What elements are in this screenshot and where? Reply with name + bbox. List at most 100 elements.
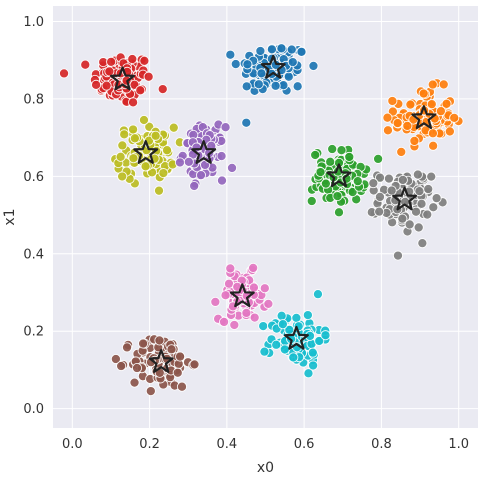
data-point: [310, 149, 321, 161]
data-point: [426, 99, 437, 110]
data-point: [58, 68, 70, 79]
data-point: [315, 167, 326, 178]
data-point: [248, 282, 259, 293]
data-point: [422, 209, 433, 220]
data-point: [303, 368, 314, 379]
data-point: [225, 263, 236, 274]
data-point: [320, 330, 331, 341]
data-point: [101, 80, 112, 91]
data-point: [119, 129, 130, 140]
data-point: [106, 56, 117, 67]
data-point: [441, 98, 452, 109]
data-point: [320, 178, 331, 189]
data-point: [336, 145, 347, 156]
data-point: [91, 79, 102, 90]
data-point: [312, 289, 324, 300]
data-point: [333, 207, 345, 218]
data-point: [413, 222, 424, 233]
data-point: [287, 57, 298, 68]
x-tick-label: 0.8: [371, 437, 392, 452]
data-point: [154, 335, 165, 346]
data-point: [383, 173, 394, 184]
data-point: [189, 359, 200, 370]
data-point: [129, 377, 140, 388]
data-point: [325, 156, 336, 167]
data-point: [139, 55, 150, 66]
cluster-1: [225, 43, 319, 128]
data-point: [296, 46, 307, 57]
data-point: [157, 84, 168, 95]
data-point: [417, 238, 428, 249]
data-point: [121, 342, 133, 353]
data-point: [145, 386, 156, 397]
data-point: [308, 60, 319, 71]
y-tick-label: 0.2: [23, 325, 44, 340]
data-point: [382, 112, 393, 123]
data-point: [117, 140, 128, 151]
data-point: [277, 319, 288, 330]
data-point: [140, 161, 151, 172]
center-markers: [110, 54, 437, 373]
data-point: [176, 381, 188, 392]
data-point: [279, 344, 290, 355]
data-point: [397, 213, 408, 224]
data-point: [404, 219, 415, 230]
data-point: [427, 128, 438, 139]
data-point: [255, 45, 266, 57]
cluster-center-star: [260, 54, 286, 79]
cluster-center-star: [191, 140, 217, 164]
data-point: [175, 351, 186, 362]
data-point: [127, 53, 138, 65]
data-point: [143, 71, 154, 82]
data-point: [382, 125, 393, 136]
x-tick-label: 1.0: [448, 437, 469, 452]
data-point: [392, 250, 404, 261]
data-point: [352, 176, 363, 187]
data-point: [110, 353, 121, 365]
data-point: [183, 156, 194, 167]
data-point: [189, 180, 200, 192]
data-point: [288, 352, 299, 363]
data-point: [128, 97, 139, 108]
data-point: [229, 319, 240, 331]
data-point: [80, 59, 91, 70]
data-point: [253, 79, 264, 90]
data-point: [116, 360, 127, 372]
data-point: [220, 122, 231, 133]
data-point: [438, 79, 449, 90]
data-point: [286, 44, 297, 55]
data-point: [135, 85, 146, 96]
data-point: [117, 171, 128, 182]
data-point: [414, 186, 425, 197]
data-point: [166, 344, 177, 355]
cluster-center-star: [392, 186, 418, 211]
data-point: [431, 193, 442, 204]
cluster-0: [58, 52, 168, 108]
cluster-center-star: [283, 325, 309, 350]
data-point: [435, 106, 446, 117]
data-point: [292, 81, 303, 92]
data-point: [444, 126, 455, 137]
cluster-center-star: [133, 140, 159, 164]
y-tick-labels: 0.0 0.2 0.4 0.6 0.8 1.0: [23, 15, 44, 417]
y-axis-label: x1: [2, 208, 18, 225]
data-point: [426, 171, 437, 182]
data-point: [158, 168, 169, 179]
y-tick-label: 1.0: [23, 15, 44, 30]
data-point: [131, 362, 143, 374]
data-point: [405, 99, 416, 110]
data-point: [220, 290, 231, 301]
data-point: [307, 347, 318, 358]
data-point: [129, 133, 140, 144]
data-point: [115, 151, 126, 162]
data-point: [266, 44, 277, 55]
cluster-center-star: [229, 283, 255, 308]
data-point: [374, 172, 386, 183]
data-point: [314, 335, 325, 347]
y-tick-label: 0.4: [23, 247, 44, 262]
data-point: [168, 122, 179, 133]
data-point: [259, 346, 270, 357]
data-point: [225, 49, 236, 60]
data-point: [302, 310, 313, 321]
